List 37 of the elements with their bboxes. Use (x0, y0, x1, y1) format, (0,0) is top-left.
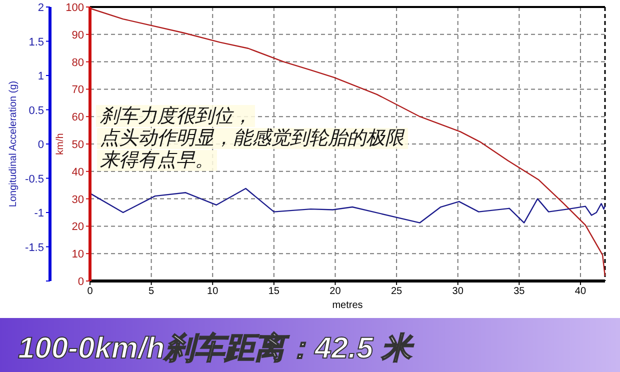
y2-tick-label: 50 (72, 139, 84, 151)
annotation: 点头动作明显，能感觉到轮胎的极限 (100, 128, 405, 149)
text: 100-0km/h刹车距离：42.5 米 (18, 331, 414, 365)
y-tick-label: -1 (34, 208, 44, 220)
annotation: 刹车力度很到位， (99, 105, 252, 127)
y2-tick-label: 40 (72, 166, 84, 178)
y2-tick-label: 60 (72, 112, 84, 124)
y2-tick-label: 80 (72, 56, 84, 69)
y-tick-label: 0 (38, 139, 44, 151)
x-tick-label: 30 (452, 286, 464, 297)
x-axis-title: metres (332, 300, 363, 311)
x-tick-label: 25 (390, 286, 403, 297)
y2-tick-label: 90 (72, 29, 84, 42)
x-tick-label: 20 (330, 286, 342, 297)
y2-tick-label: 20 (72, 221, 84, 234)
y-tick-label: -1.5 (25, 242, 44, 254)
y2-tick-label: 10 (72, 248, 84, 261)
x-tick-label: 5 (148, 286, 155, 297)
line-series (89, 8, 606, 277)
y-tick-label: 0.5 (28, 104, 44, 117)
y2-tick-label: 100 (66, 2, 84, 14)
annotation: 来得有点早。 (100, 150, 214, 171)
line-series (89, 188, 606, 224)
x-tick-label: 35 (514, 286, 526, 297)
x-tick-label: 15 (268, 286, 280, 297)
y-tick-label: 2 (38, 2, 44, 14)
y2-tick-label: 70 (72, 84, 84, 96)
y-tick-label: 1.5 (28, 36, 44, 48)
y2-tick-label: 0 (78, 276, 84, 288)
x-tick-label: 40 (574, 286, 586, 297)
y-tick-label: -0.5 (25, 173, 44, 186)
x-tick-label: 10 (207, 286, 219, 297)
x-tick-label: 0 (87, 286, 94, 297)
y-axis-title: Longitudinal Acceleration (g) (8, 80, 19, 208)
y-tick-label: 1 (38, 70, 44, 82)
y2-tick-label: 30 (72, 194, 84, 206)
y2-axis-title: km/h (55, 133, 66, 155)
